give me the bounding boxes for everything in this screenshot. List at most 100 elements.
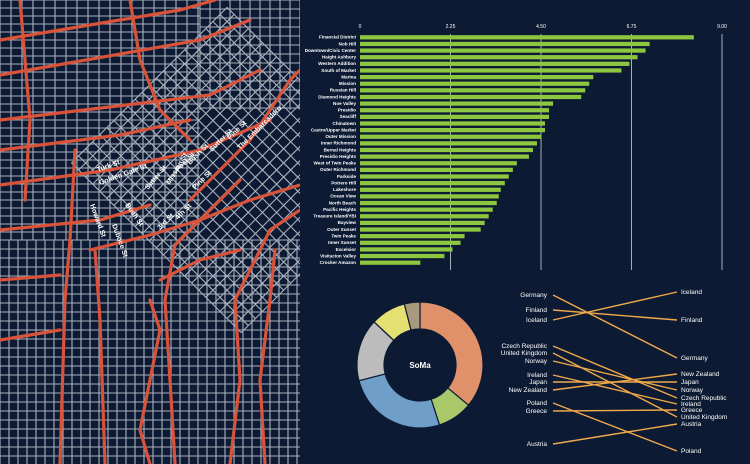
slope-line[interactable] bbox=[552, 309, 678, 321]
bar[interactable] bbox=[360, 81, 590, 86]
category-label: Visitacion Valley bbox=[320, 253, 356, 258]
slope-left-label: Germany bbox=[520, 292, 547, 299]
category-label: Presidio bbox=[338, 108, 356, 113]
bar[interactable] bbox=[360, 194, 499, 199]
slope-right-label: Austria bbox=[681, 421, 702, 428]
slope-line[interactable] bbox=[552, 294, 678, 359]
bar[interactable] bbox=[360, 227, 481, 232]
category-label: Marina bbox=[341, 74, 356, 79]
slope-left-label: New Zealand bbox=[509, 387, 548, 394]
donut-slice[interactable] bbox=[358, 373, 441, 429]
bar[interactable] bbox=[360, 141, 537, 146]
bar[interactable] bbox=[360, 161, 517, 166]
category-label: Pacific Heights bbox=[323, 207, 356, 212]
category-label: Castro/Upper Market bbox=[311, 127, 357, 132]
slope-line[interactable] bbox=[552, 291, 678, 321]
slope-right-label: Czech Republic bbox=[681, 395, 727, 402]
slope-left-label: Norway bbox=[525, 358, 548, 365]
slope-left-label: Japan bbox=[529, 379, 547, 386]
slope-lines bbox=[552, 291, 678, 452]
category-label: South of Market bbox=[321, 68, 356, 73]
x-tick-label: 6.75 bbox=[627, 24, 637, 30]
bar[interactable] bbox=[360, 220, 485, 226]
slope-right-label: New Zealand bbox=[681, 371, 720, 378]
bar[interactable] bbox=[360, 88, 586, 93]
bar[interactable] bbox=[360, 108, 550, 113]
category-label: Western Addition bbox=[318, 61, 356, 66]
x-tick-label: 9.00 bbox=[717, 24, 727, 30]
bar[interactable] bbox=[360, 174, 509, 179]
slope-line[interactable] bbox=[552, 345, 678, 399]
bar[interactable] bbox=[360, 214, 489, 219]
bar[interactable] bbox=[360, 48, 646, 53]
slope-line[interactable] bbox=[552, 352, 678, 418]
category-label: Inner Sunset bbox=[328, 240, 356, 245]
bar[interactable] bbox=[360, 187, 501, 192]
slope-line[interactable] bbox=[552, 423, 678, 445]
slope-left-label: Czech Republic bbox=[501, 343, 547, 350]
bar[interactable] bbox=[360, 260, 421, 265]
category-label: Excelsior bbox=[336, 247, 357, 252]
bar[interactable] bbox=[360, 127, 546, 133]
slope-right-label: Germany bbox=[681, 355, 708, 362]
category-label: Seacliff bbox=[340, 114, 357, 119]
bar[interactable] bbox=[360, 154, 529, 159]
bar[interactable] bbox=[360, 247, 453, 252]
bar[interactable] bbox=[360, 74, 594, 80]
slope-left-label: United Kingdom bbox=[501, 350, 547, 357]
category-label: West of Twin Peaks bbox=[314, 161, 357, 166]
category-label: North Beach bbox=[329, 200, 357, 205]
slope-right-label: Ireland bbox=[681, 401, 701, 408]
slope-right-label: Greece bbox=[681, 407, 703, 414]
bar[interactable] bbox=[360, 94, 582, 100]
bar[interactable] bbox=[360, 55, 638, 60]
bar[interactable] bbox=[360, 147, 533, 153]
bar[interactable] bbox=[360, 68, 622, 73]
slope-left-label: Iceland bbox=[526, 317, 547, 324]
slope-right-label: Japan bbox=[681, 379, 699, 386]
bar[interactable] bbox=[360, 240, 461, 245]
slope-right-label: Finland bbox=[681, 317, 703, 324]
category-label: Bayview bbox=[338, 220, 357, 225]
slope-right-label: United Kingdom bbox=[681, 414, 727, 421]
category-label: Outer Richmond bbox=[320, 167, 356, 172]
category-label: Lakeshore bbox=[333, 187, 356, 192]
category-label: Chinatown bbox=[333, 121, 357, 126]
donut-slice[interactable] bbox=[419, 301, 484, 407]
bar[interactable] bbox=[360, 167, 513, 173]
bar[interactable] bbox=[360, 121, 546, 126]
transit-routes bbox=[0, 0, 300, 464]
category-label: Inner Richmond bbox=[321, 141, 356, 146]
bar[interactable] bbox=[360, 41, 650, 47]
slope-left-label: Greece bbox=[526, 408, 548, 415]
bar[interactable] bbox=[360, 253, 445, 259]
slope-line[interactable] bbox=[552, 360, 678, 391]
category-label: Crocker Amazon bbox=[320, 260, 357, 265]
slope-left-label: Austria bbox=[527, 441, 548, 448]
bar[interactable] bbox=[360, 234, 465, 239]
category-label: Diamond Heights bbox=[318, 94, 356, 99]
slope-line[interactable] bbox=[552, 373, 678, 391]
donut-slice[interactable] bbox=[403, 301, 421, 331]
slope-line[interactable] bbox=[552, 374, 678, 405]
bar[interactable] bbox=[360, 134, 541, 139]
bar[interactable] bbox=[360, 114, 550, 119]
slope-left-label: Finland bbox=[526, 307, 548, 314]
bar[interactable] bbox=[360, 101, 554, 106]
category-label: Potrero Hill bbox=[331, 180, 356, 185]
bar[interactable] bbox=[360, 61, 630, 66]
bar[interactable] bbox=[360, 35, 694, 40]
slope-line[interactable] bbox=[552, 409, 678, 412]
category-label: Outer Sunset bbox=[327, 227, 356, 232]
category-label: Ocean View bbox=[330, 194, 356, 199]
bar[interactable] bbox=[360, 181, 505, 186]
bar[interactable] bbox=[360, 200, 497, 206]
category-label: Presidio Heights bbox=[320, 154, 357, 159]
bar[interactable] bbox=[360, 207, 493, 212]
street-grid bbox=[0, 0, 300, 464]
street-map[interactable]: Turk St Golden Gate St Howard St Sutter St B… bbox=[0, 0, 300, 464]
category-label: Downtown/Civic Center bbox=[305, 48, 357, 53]
